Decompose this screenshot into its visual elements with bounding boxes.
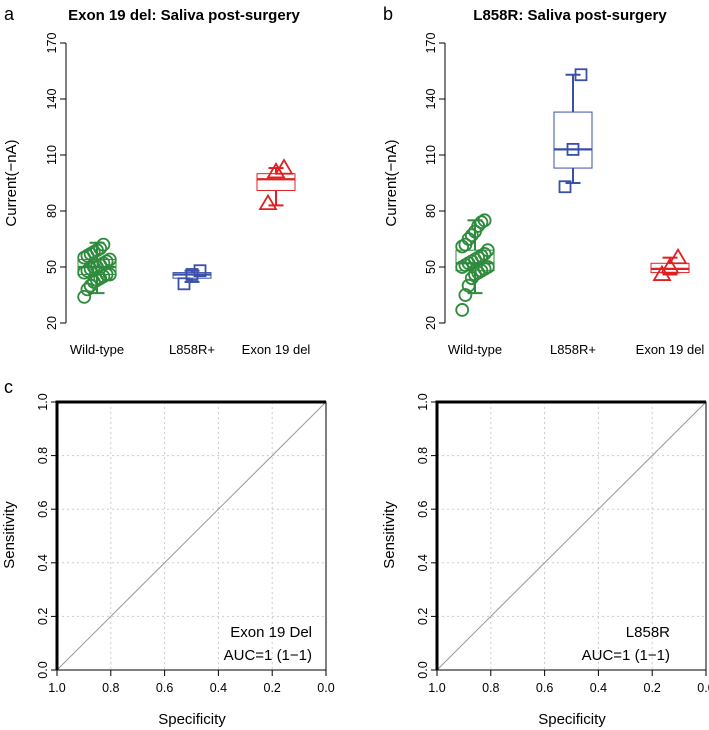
roc-panel-right: 1.0 0.8 0.6 0.4 0.2 0.0 0.0 0.2 0.4 0.6 0.8 1.0 Spec…: [381, 393, 709, 728]
auc-annotation: AUC=1 (1−1): [582, 647, 670, 664]
y-tick-label: 1.0: [416, 393, 430, 410]
y-axis-label: Sensitivity: [1, 501, 18, 569]
x-tick-label: 0.8: [482, 681, 499, 695]
x-tick-label: 1.0: [428, 681, 445, 695]
y-tick-label: 1.0: [36, 393, 50, 410]
chart-title: Exon 19 del: Saliva post-surgery: [68, 7, 300, 24]
data-point: [274, 158, 294, 175]
x-tick-label: 0.4: [590, 681, 607, 695]
y-tick-label: 0.0: [416, 661, 430, 678]
y-tick-label: 0.2: [36, 608, 50, 625]
auc-annotation: Exon 19 Del: [230, 624, 312, 641]
y-tick-label: 20: [424, 316, 438, 330]
y-tick-label: 0.2: [416, 608, 430, 625]
x-tick-label: 0.4: [210, 681, 227, 695]
y-axis-label: Current(−nA): [383, 139, 400, 226]
y-tick-label: 0.4: [416, 554, 430, 571]
y-tick-label: 80: [45, 204, 59, 218]
x-category-label: L858R+: [169, 342, 215, 357]
y-axis-label: Sensitivity: [381, 501, 398, 569]
data-point: [77, 289, 92, 304]
reference-diagonal: [436, 401, 707, 671]
box-exon-19-del: [650, 247, 690, 281]
y-tick-label: 170: [45, 33, 59, 54]
x-category-label: L858R+: [550, 342, 596, 357]
x-tick-label: 0.6: [536, 681, 553, 695]
panel-letter: c: [4, 377, 13, 397]
x-axis-label: Specificity: [538, 711, 606, 728]
y-tick-label: 0.4: [36, 554, 50, 571]
data-point: [558, 180, 572, 194]
box-l858r-: [172, 264, 212, 291]
reference-diagonal: [56, 401, 327, 671]
roc-panel-c: c 1.0 0.8 0.6 0.4 0.2 0.0 0.0 0.2 0.4 0.6 0.8 1.0 Spe…: [1, 377, 335, 728]
boxplot-panel-b: b L858R: Saliva post-surgery 20 50 80 110 140 1…: [383, 4, 704, 357]
x-tick-label: 0.6: [156, 681, 173, 695]
data-point: [193, 264, 207, 278]
data-point: [574, 68, 588, 82]
x-tick-label: 0.2: [264, 681, 281, 695]
box-rect: [256, 173, 296, 191]
data-point: [93, 241, 108, 256]
data-point: [461, 278, 476, 293]
y-axis-label: Current(−nA): [3, 139, 20, 226]
y-tick-label: 170: [424, 33, 438, 54]
x-tick-label: 0.0: [697, 681, 709, 695]
x-category-label: Wild-type: [70, 342, 124, 357]
data-point: [102, 267, 117, 282]
data-point: [455, 303, 470, 317]
panel-letter: b: [383, 4, 393, 24]
data-point: [185, 268, 199, 281]
box-wild-type: [455, 213, 495, 317]
y-tick-label: 110: [45, 145, 59, 165]
box-exon-19-del: [256, 158, 296, 211]
data-point: [668, 247, 688, 265]
data-point: [458, 288, 473, 302]
y-tick-label: 140: [424, 89, 438, 110]
x-tick-label: 0.8: [102, 681, 119, 695]
x-tick-label: 0.2: [644, 681, 661, 695]
y-tick-label: 50: [424, 260, 438, 274]
box-l858r-: [553, 68, 593, 194]
data-point: [660, 257, 680, 274]
boxplot-panel-a: a Exon 19 del: Saliva post-surgery 20 50 80 1…: [3, 4, 310, 357]
data-point: [80, 282, 95, 297]
data-point: [96, 237, 111, 252]
x-axis-label: Specificity: [158, 711, 226, 728]
box-rect: [553, 111, 593, 169]
y-tick-label: 0.6: [416, 500, 430, 517]
data-point: [477, 213, 492, 228]
x-tick-label: 1.0: [48, 681, 65, 695]
data-point: [177, 277, 191, 291]
data-point: [464, 228, 479, 243]
data-point: [266, 162, 286, 179]
data-point: [102, 252, 117, 267]
x-tick-label: 0.0: [317, 681, 334, 695]
x-category-label: Exon 19 del: [636, 342, 705, 357]
data-point: [480, 243, 495, 258]
y-tick-label: 140: [45, 89, 59, 110]
panel-letter: a: [4, 4, 15, 24]
y-tick-label: 50: [45, 260, 59, 274]
data-point: [480, 260, 495, 274]
data-point: [477, 247, 492, 261]
chart-title: L858R: Saliva post-surgery: [473, 7, 667, 24]
auc-annotation: AUC=1 (1−1): [224, 647, 312, 664]
y-tick-label: 0.8: [416, 447, 430, 464]
y-tick-label: 0.8: [36, 447, 50, 464]
y-tick-label: 0.6: [36, 500, 50, 517]
x-category-label: Exon 19 del: [242, 342, 311, 357]
data-point: [258, 193, 278, 211]
box-wild-type: [77, 237, 117, 304]
y-tick-label: 20: [45, 316, 59, 330]
y-tick-label: 110: [424, 145, 438, 165]
data-point: [566, 142, 580, 156]
y-tick-label: 80: [424, 204, 438, 218]
auc-annotation: L858R: [626, 624, 670, 641]
x-category-label: Wild-type: [448, 342, 502, 357]
y-tick-label: 0.0: [36, 661, 50, 678]
